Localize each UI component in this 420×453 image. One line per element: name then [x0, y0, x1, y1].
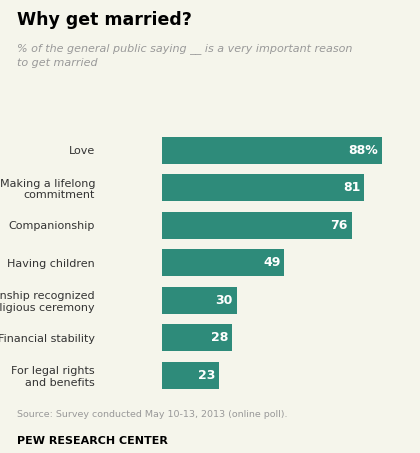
Bar	[162, 212, 352, 239]
Text: 88%: 88%	[348, 144, 378, 157]
Text: % of the general public saying __ is a very important reason
to get married: % of the general public saying __ is a v…	[17, 43, 352, 68]
Text: Why get married?: Why get married?	[17, 11, 192, 29]
Text: 81: 81	[343, 181, 360, 194]
Bar	[162, 324, 232, 352]
Bar	[162, 362, 219, 389]
Text: 76: 76	[331, 219, 348, 231]
Text: 28: 28	[210, 331, 228, 344]
Text: Source: Survey conducted May 10-13, 2013 (online poll).: Source: Survey conducted May 10-13, 2013…	[17, 410, 287, 419]
Bar	[162, 249, 284, 276]
Text: 30: 30	[215, 294, 233, 307]
Bar	[162, 287, 237, 314]
Text: 23: 23	[198, 369, 215, 382]
Bar	[162, 137, 382, 164]
Text: 49: 49	[263, 256, 281, 269]
Bar	[162, 174, 364, 201]
Text: PEW RESEARCH CENTER: PEW RESEARCH CENTER	[17, 436, 168, 446]
